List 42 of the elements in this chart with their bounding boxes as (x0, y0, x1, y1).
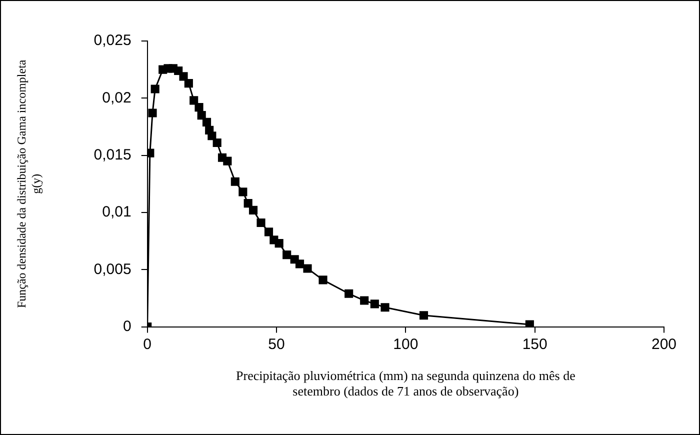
point (230, 177, 240, 186)
point (223, 156, 232, 166)
point (419, 311, 428, 320)
point (380, 303, 390, 312)
point (360, 296, 369, 305)
point (212, 138, 222, 148)
point (248, 206, 258, 214)
point (148, 108, 157, 118)
point (184, 79, 193, 88)
x-tick-label: 100 (393, 336, 418, 353)
x-tick-label: 0 (143, 336, 152, 353)
y-tick-label: 0,025 (94, 32, 132, 50)
point (244, 199, 252, 208)
point (150, 84, 160, 94)
point (202, 118, 212, 126)
point (344, 289, 354, 298)
point (295, 260, 304, 268)
point (190, 96, 198, 105)
point (179, 72, 188, 81)
y-tick-label: 0,02 (102, 89, 132, 106)
point (303, 264, 312, 273)
point (238, 188, 248, 196)
point (197, 111, 206, 120)
x-tick-label: 200 (651, 336, 677, 353)
y-tick-label: 0,005 (94, 260, 132, 278)
y-tick-label: 0,01 (102, 204, 132, 221)
point (194, 103, 204, 112)
x-tick-label: 50 (268, 336, 285, 353)
x-tick-label: 150 (522, 336, 548, 353)
point (318, 276, 328, 284)
y-tick-label: 0 (122, 318, 132, 335)
point (264, 228, 274, 236)
point (525, 320, 534, 327)
point (370, 300, 379, 308)
point (274, 239, 284, 248)
point (147, 148, 154, 158)
point (282, 250, 292, 260)
point (256, 218, 266, 228)
y-axis-title: Função densidade da distribuição Gama incompleta g(y) (14, 59, 43, 308)
point (208, 132, 216, 140)
x-axis-title: Precipitação pluviométrica (mm) na segunda quinzena do mês de setembro (dados de 71 anos de observação) (236, 368, 576, 399)
y-tick-label: 0,015 (94, 146, 132, 164)
